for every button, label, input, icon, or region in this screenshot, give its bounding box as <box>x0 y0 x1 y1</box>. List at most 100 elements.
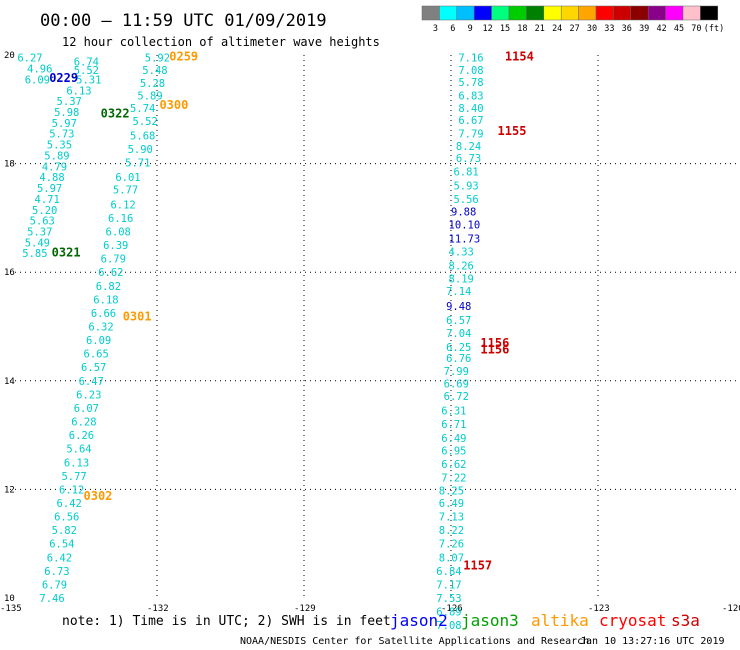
data-point-label: 5.48 <box>142 65 167 77</box>
color-scale-swatch <box>647 5 666 21</box>
data-point-label: 6.28 <box>71 417 96 429</box>
data-point-label: 6.54 <box>49 539 74 551</box>
satellite-legend: jason2 jason3 altika cryosat s3a <box>390 611 700 630</box>
footer-timestamp: Jan 10 13:27:16 UTC 2019 <box>580 636 725 647</box>
satellite-legend-item: jason2 <box>390 611 448 630</box>
data-point-label: 6.16 <box>108 213 133 225</box>
color-scale-label: 36 <box>622 24 632 34</box>
y-tick-label: 16 <box>4 268 15 278</box>
data-point-label: 5.97 <box>37 183 62 195</box>
data-point-label: 8.07 <box>439 552 464 564</box>
x-tick-label: -132 <box>147 604 169 614</box>
data-point-label: 6.74 <box>74 57 99 69</box>
data-point-label: 6.18 <box>93 294 118 306</box>
satellite-legend-item: altika <box>531 611 589 630</box>
data-point-label: 6.01 <box>115 172 140 184</box>
data-point-label: 6.95 <box>441 445 466 457</box>
data-point-label: 5.89 <box>44 150 69 162</box>
data-point-label: 5.82 <box>52 525 77 537</box>
chart-title: 00:00 – 11:59 UTC 01/09/2019 <box>40 11 327 31</box>
satellite-legend-item: s3a <box>671 611 700 630</box>
data-point-label: 6.23 <box>76 389 101 401</box>
data-point-label: 8.26 <box>449 261 474 273</box>
y-tick-label: 20 <box>4 51 15 61</box>
data-point-label: 6.82 <box>96 281 121 293</box>
data-point-label: 8.19 <box>449 274 474 286</box>
pass-time-label: 1157 <box>463 558 492 572</box>
data-point-label: 6.42 <box>57 498 82 510</box>
data-point-label: 6.12 <box>59 484 84 496</box>
data-point-label: 6.65 <box>84 349 109 361</box>
data-point-label: 5.77 <box>113 185 138 197</box>
data-point-label: 9.88 <box>451 206 476 218</box>
color-scale-label: 21 <box>535 24 545 34</box>
color-scale-swatch <box>613 5 632 21</box>
data-point-label: 5.31 <box>76 74 101 86</box>
color-scale-swatch <box>421 5 440 21</box>
chart-subtitle: 12 hour collection of altimeter wave hei… <box>62 35 380 49</box>
color-scale-label: 45 <box>674 24 684 34</box>
data-point-label: 5.52 <box>74 65 99 77</box>
data-point-label: 5.78 <box>458 77 483 89</box>
data-point-label: 5.98 <box>54 107 79 119</box>
data-point-label: 6.49 <box>439 498 464 510</box>
data-point-label: 6.79 <box>42 579 67 591</box>
data-point-label: 6.73 <box>44 566 69 578</box>
data-point-label: 6.25 <box>446 342 471 354</box>
data-point-label: 6.13 <box>64 457 89 469</box>
data-point-label: 6.76 <box>446 353 471 365</box>
color-scale-swatch <box>682 5 701 21</box>
color-scale-swatch <box>543 5 562 21</box>
pass-time-label: 1155 <box>498 124 527 138</box>
data-point-label: 7.13 <box>439 512 464 524</box>
data-point-label: 11.73 <box>449 234 481 246</box>
color-scale-label: 24 <box>552 24 562 34</box>
data-point-label: 6.81 <box>453 167 478 179</box>
data-point-label: 5.93 <box>453 180 478 192</box>
data-point-label: 5.85 <box>22 248 47 260</box>
data-point-label: 5.68 <box>130 130 155 142</box>
data-point-label: 6.31 <box>441 406 466 418</box>
pass-time-label: 0302 <box>84 489 113 503</box>
y-tick-label: 10 <box>4 594 15 604</box>
data-point-label: 5.20 <box>32 205 57 217</box>
data-point-label: 6.42 <box>47 552 72 564</box>
pass-time-label: 0322 <box>101 107 130 121</box>
color-scale-swatch <box>665 5 684 21</box>
pass-time-label: 0300 <box>159 98 188 112</box>
data-point-label: 5.28 <box>140 78 165 90</box>
data-point-label: 6.49 <box>441 433 466 445</box>
data-point-label: 6.79 <box>101 254 126 266</box>
data-point-label: 5.71 <box>125 158 150 170</box>
data-point-label: 6.73 <box>456 153 481 165</box>
data-point-label: 6.09 <box>25 74 50 86</box>
data-point-label: 5.64 <box>66 444 91 456</box>
y-tick-label: 18 <box>4 160 15 170</box>
data-point-label: 5.97 <box>52 118 77 130</box>
footer-note: note: 1) Time is in UTC; 2) SWH is in fe… <box>62 614 391 629</box>
data-point-label: 6.62 <box>98 267 123 279</box>
data-point-label: 6.26 <box>69 430 94 442</box>
data-point-label: 7.53 <box>436 593 461 605</box>
pass-time-label: 1156 <box>480 336 509 350</box>
data-point-label: 8.22 <box>439 525 464 537</box>
pass-time-label: 0301 <box>123 310 152 324</box>
data-point-label: 5.56 <box>453 194 478 206</box>
color-scale-swatch <box>508 5 527 21</box>
data-point-label: 6.57 <box>81 362 106 374</box>
pass-time-label: 0321 <box>52 246 81 260</box>
color-scale-label: 3 <box>433 24 438 34</box>
color-scale-swatch <box>595 5 614 21</box>
data-point-label: 5.52 <box>133 116 158 128</box>
data-point-label: 6.32 <box>88 322 113 334</box>
color-scale-swatch <box>456 5 475 21</box>
y-tick-label: 14 <box>4 377 15 387</box>
data-point-label: 5.63 <box>30 216 55 228</box>
color-scale-label: 15 <box>500 24 510 34</box>
data-point-label: 6.09 <box>86 335 111 347</box>
pass-time-label: 0259 <box>169 50 198 64</box>
color-scale-legend: 3 6 9 12 15 18 21 24 27 30 33 36 39 42 45 70 (ft) <box>421 5 724 34</box>
data-point-label: 6.69 <box>444 379 469 391</box>
